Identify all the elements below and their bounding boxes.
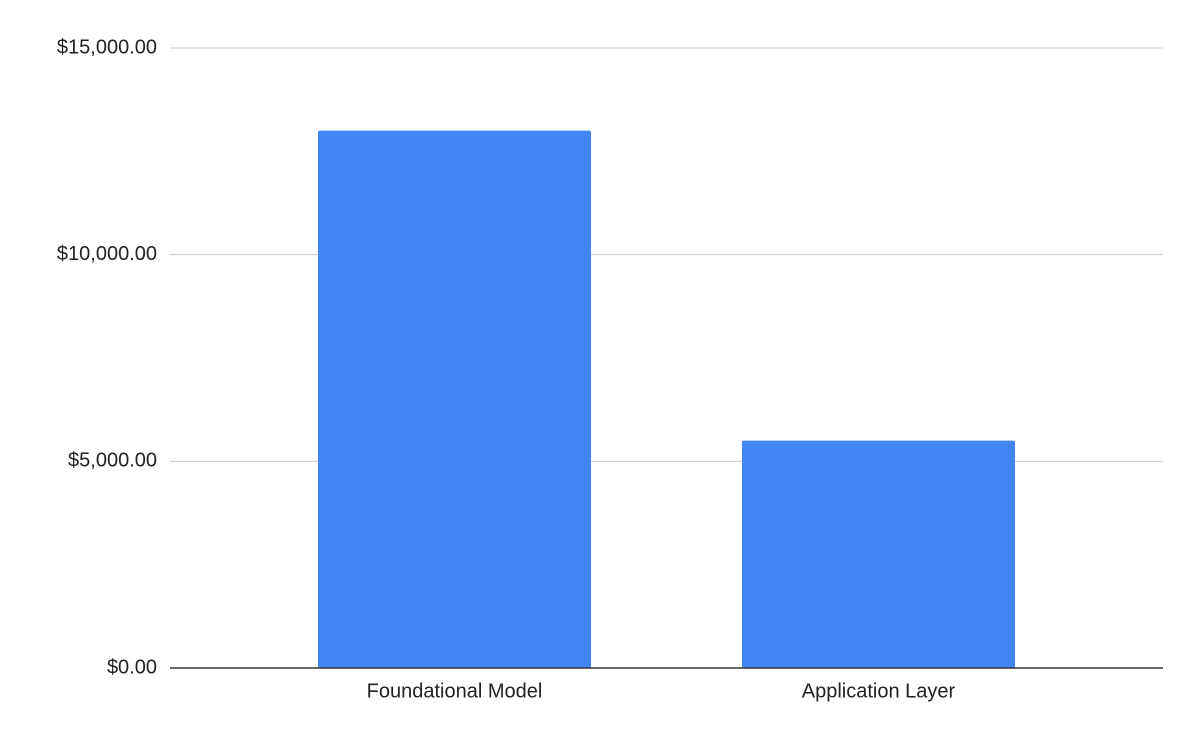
y-tick-label: $15,000.00: [57, 36, 157, 58]
y-tick-label: $0.00: [107, 656, 157, 678]
y-tick-label: $5,000.00: [68, 450, 157, 472]
bar: [317, 130, 592, 668]
x-tick-label: Application Layer: [802, 680, 956, 702]
y-tick-label: $10,000.00: [57, 243, 157, 265]
x-tick-label: Foundational Model: [367, 680, 543, 702]
bar: [741, 440, 1016, 668]
